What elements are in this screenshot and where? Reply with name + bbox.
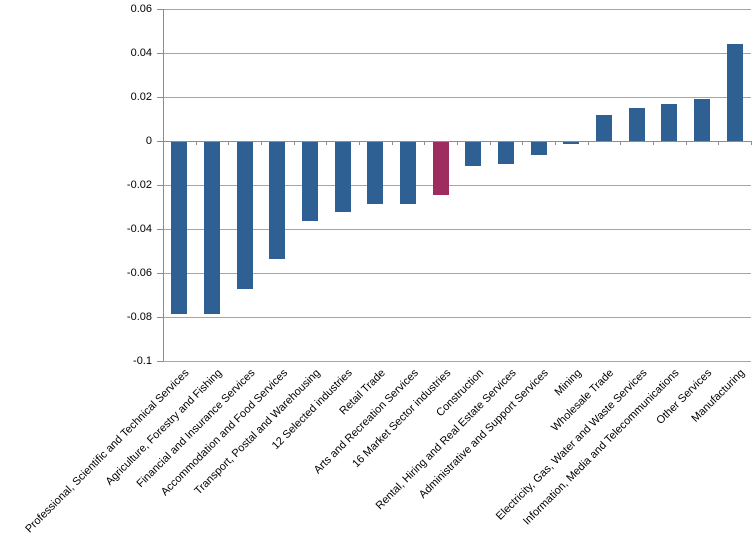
bar-12-selected-industries <box>335 142 351 212</box>
y-axis-label: -0.02 <box>126 179 152 191</box>
bar-electricity-gas-water-and-waste-services <box>629 108 645 141</box>
gridline <box>163 97 751 98</box>
y-axis-label: 0.04 <box>130 47 152 59</box>
y-axis-label: 0.06 <box>130 3 152 15</box>
category-boundary-tick <box>718 141 719 145</box>
bar-mining <box>563 142 579 144</box>
category-boundary-tick <box>294 141 295 145</box>
y-axis-label: -0.06 <box>126 267 152 279</box>
category-boundary-tick <box>326 141 327 145</box>
y-axis-label: 0 <box>145 135 152 147</box>
bar-accommodation-and-food-services <box>269 142 285 259</box>
gridline <box>163 53 751 54</box>
y-axis-tick <box>157 9 163 10</box>
category-boundary-tick <box>653 141 654 145</box>
gridline <box>163 9 751 10</box>
bar-wholesale-trade <box>596 115 612 141</box>
y-axis-label: -0.1 <box>133 355 152 367</box>
bar-agriculture-forestry-and-fishing <box>204 142 220 314</box>
bar-rental-hiring-and-real-estate-services <box>498 142 514 164</box>
bar-manufacturing <box>727 44 743 141</box>
category-boundary-tick <box>163 141 164 145</box>
bar-16-market-sector-industries <box>433 142 449 195</box>
y-axis-tick <box>157 185 163 186</box>
y-axis-tick <box>157 229 163 230</box>
category-boundary-tick <box>359 141 360 145</box>
y-axis-tick <box>157 273 163 274</box>
category-boundary-tick <box>522 141 523 145</box>
category-boundary-tick <box>490 141 491 145</box>
bar-administrative-and-support-services <box>531 142 547 155</box>
category-boundary-tick <box>751 141 752 145</box>
gridline <box>163 317 751 318</box>
bar-information-media-and-telecommunications <box>661 104 677 141</box>
gridline <box>163 273 751 274</box>
category-boundary-tick <box>392 141 393 145</box>
y-axis-line <box>163 9 164 361</box>
y-axis-tick <box>157 53 163 54</box>
bar-construction <box>465 142 481 166</box>
category-boundary-tick <box>457 141 458 145</box>
category-boundary-tick <box>228 141 229 145</box>
bar-retail-trade <box>367 142 383 204</box>
gridline <box>163 229 751 230</box>
bar-transport-postal-and-warehousing <box>302 142 318 221</box>
y-axis-tick <box>157 97 163 98</box>
bar-financial-and-insurance-services <box>237 142 253 289</box>
category-boundary-tick <box>588 141 589 145</box>
category-boundary-tick <box>686 141 687 145</box>
bar-professional-scientific-and-technical-services <box>171 142 187 314</box>
category-label: Information, Media and Telecommunication… <box>521 367 682 528</box>
bar-other-services <box>694 99 710 141</box>
y-axis-label: -0.08 <box>126 311 152 323</box>
category-boundary-tick <box>555 141 556 145</box>
category-boundary-tick <box>620 141 621 145</box>
bar-arts-and-recreation-services <box>400 142 416 204</box>
category-boundary-tick <box>261 141 262 145</box>
category-boundary-tick <box>424 141 425 145</box>
y-axis-tick <box>157 361 163 362</box>
gridline <box>163 361 751 362</box>
y-axis-label: 0.02 <box>130 91 152 103</box>
category-boundary-tick <box>196 141 197 145</box>
y-axis-tick <box>157 317 163 318</box>
y-axis-tick <box>157 141 163 142</box>
y-axis-label: -0.04 <box>126 223 152 235</box>
gridline <box>163 185 751 186</box>
